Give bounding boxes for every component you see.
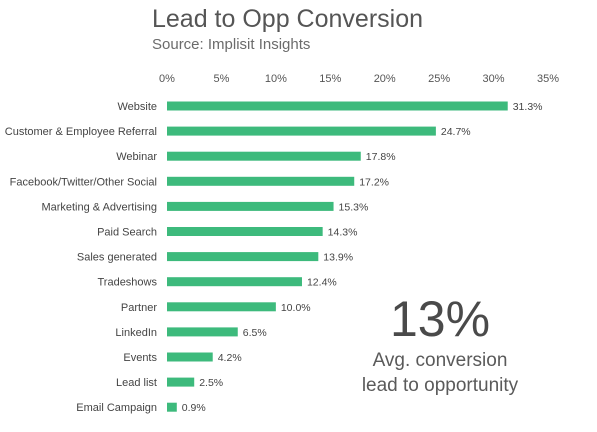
category-label: Sales generated: [77, 252, 157, 264]
chart-subtitle: Source: Implisit Insights: [152, 36, 311, 53]
bar: [167, 377, 195, 387]
x-tick-label: 35%: [537, 73, 559, 85]
bar: [167, 227, 323, 236]
value-label: 31.3%: [513, 101, 543, 113]
bar: [167, 402, 177, 412]
value-label: 4.2%: [218, 352, 242, 364]
value-labels: 31.3% 24.7% 17.8% 17.2% 15.3% 14.3% 13.9% 12.4%…: [182, 101, 543, 414]
value-label: 10.0%: [281, 302, 311, 314]
category-label: LinkedIn: [115, 327, 157, 339]
category-label: Webinar: [116, 151, 157, 163]
bar: [167, 327, 238, 337]
category-label: Lead list: [116, 377, 157, 389]
chart-title: Lead to Opp Conversion: [152, 5, 424, 33]
value-label: 2.5%: [199, 377, 223, 389]
category-label: Email Campaign: [76, 402, 157, 414]
value-label: 17.2%: [359, 176, 389, 188]
x-axis-ticks: 0% 5% 10% 15% 20% 25% 30% 35%: [159, 73, 559, 85]
average-caption-line2: lead to opportunity: [361, 375, 519, 396]
average-caption-line1: Avg. conversion: [372, 350, 508, 371]
bar: [167, 101, 508, 111]
value-label: 13.9%: [323, 252, 353, 264]
x-tick-label: 15%: [319, 73, 341, 85]
x-tick-label: 20%: [374, 73, 396, 85]
value-label: 17.8%: [366, 151, 396, 163]
category-label: Partner: [121, 302, 157, 314]
average-value: 13%: [389, 291, 491, 347]
value-label: 0.9%: [182, 402, 206, 414]
category-label: Events: [123, 352, 157, 364]
x-tick-label: 30%: [483, 73, 505, 85]
x-tick-label: 10%: [265, 73, 287, 85]
category-labels: Website Customer & Employee Referral Webin…: [5, 101, 158, 414]
bar: [167, 151, 361, 161]
value-label: 24.7%: [441, 126, 471, 138]
bar: [167, 126, 436, 136]
x-tick-label: 25%: [428, 73, 450, 85]
value-label: 12.4%: [307, 277, 337, 289]
x-tick-label: 5%: [213, 73, 229, 85]
bar: [167, 302, 276, 312]
value-label: 6.5%: [243, 327, 267, 339]
x-tick-label: 0%: [159, 73, 175, 85]
bar: [167, 176, 355, 186]
value-label: 15.3%: [339, 201, 369, 213]
bar: [167, 277, 302, 287]
bar: [167, 352, 213, 362]
category-label: Tradeshows: [97, 277, 157, 289]
category-label: Paid Search: [97, 227, 157, 239]
bar: [167, 201, 334, 211]
category-label: Facebook/Twitter/Other Social: [10, 176, 157, 188]
category-label: Marketing & Advertising: [41, 201, 157, 213]
bars: [167, 101, 508, 412]
category-label: Website: [117, 101, 157, 113]
bar: [167, 252, 319, 262]
value-label: 14.3%: [328, 227, 358, 239]
category-label: Customer & Employee Referral: [5, 126, 157, 138]
average-callout: 13% Avg. conversion lead to opportunity: [330, 290, 550, 398]
